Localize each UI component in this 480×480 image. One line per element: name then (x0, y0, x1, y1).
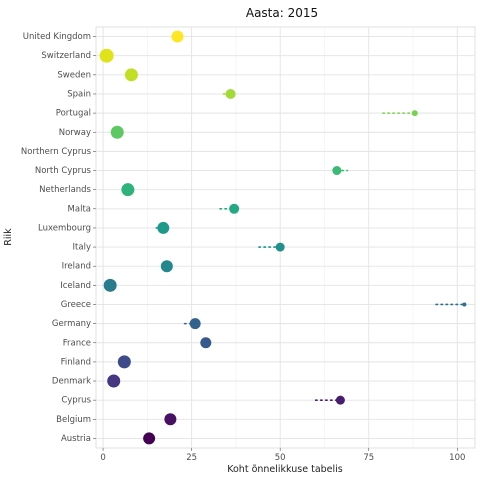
y-tick-labels: Austria Belgium Cyprus Denmark Finland France… (21, 32, 96, 444)
data-point (225, 88, 236, 99)
y-tick-label: Ireland (62, 262, 91, 272)
data-point (143, 432, 156, 445)
data-point (335, 395, 345, 405)
x-tick-labels: 0 25 50 75 100 (100, 448, 465, 463)
y-tick-label: Luxembourg (38, 223, 91, 233)
data-point (411, 110, 418, 117)
y-tick-label: Italy (73, 243, 91, 253)
data-point (157, 221, 170, 234)
x-axis-label: Koht õnnelikkuse tabelis (227, 464, 343, 475)
data-point (99, 48, 114, 63)
data-point (229, 203, 240, 214)
data-point (117, 355, 131, 369)
y-tick-label: Denmark (52, 377, 91, 387)
data-point (110, 125, 124, 139)
x-tick-label: 50 (275, 453, 286, 463)
data-point (200, 337, 212, 349)
y-tick-label: Iceland (60, 281, 91, 291)
y-tick-label: North Cyprus (35, 166, 92, 176)
y-tick-label: Netherlands (39, 185, 91, 195)
chart-title: Aasta: 2015 (246, 6, 318, 20)
x-tick-label: 0 (100, 453, 105, 463)
data-point (160, 260, 173, 273)
data-point (103, 278, 117, 292)
data-point (462, 302, 467, 307)
y-tick-label: Norway (59, 128, 91, 138)
y-tick-label: Spain (67, 89, 91, 99)
grid (96, 27, 475, 448)
data-point (171, 30, 184, 43)
x-tick-label: 25 (186, 453, 197, 463)
data-point (164, 413, 177, 426)
y-tick-label: Greece (61, 300, 91, 310)
y-tick-label: Austria (61, 434, 91, 444)
data-point (189, 318, 201, 330)
data-point (121, 183, 135, 197)
y-tick-label: United Kingdom (23, 32, 91, 42)
data-point (275, 242, 285, 252)
x-tick-label: 100 (449, 453, 465, 463)
data-point (124, 68, 138, 82)
y-tick-label: Switzerland (41, 51, 91, 61)
y-tick-label: Portugal (56, 109, 91, 119)
data-points (99, 30, 467, 445)
y-tick-label: Sweden (57, 70, 91, 80)
x-tick-label: 75 (363, 453, 374, 463)
data-point (332, 166, 342, 176)
y-tick-label: Northern Cyprus (21, 147, 92, 157)
panel-background (95, 26, 476, 449)
y-axis-label: Riik (3, 228, 14, 246)
y-tick-label: Malta (68, 204, 91, 214)
data-point (107, 374, 121, 388)
y-tick-label: France (63, 338, 91, 348)
y-tick-label: Cyprus (61, 396, 91, 406)
y-tick-label: Belgium (56, 415, 91, 425)
y-tick-label: Germany (52, 319, 91, 329)
y-tick-label: Finland (61, 357, 91, 367)
